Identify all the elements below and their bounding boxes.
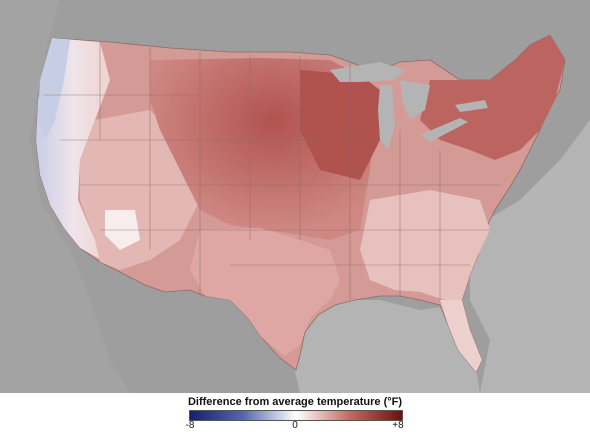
lake-superior	[330, 62, 405, 82]
state-borders	[44, 42, 500, 300]
washington-oregon-cool	[38, 38, 70, 140]
northeast-region	[420, 35, 565, 160]
gulf-of-mexico	[290, 300, 480, 393]
scale-max-label: +8	[392, 420, 404, 431]
legend-title: Difference from average temperature (°F)	[187, 396, 403, 408]
florida	[440, 300, 482, 372]
lake-erie	[420, 118, 468, 142]
texas-region	[190, 228, 340, 356]
temperature-anomaly-map	[0, 0, 590, 393]
legend: Difference from average temperature (°F)…	[0, 393, 590, 432]
atlantic-ocean	[470, 120, 590, 393]
lake-ontario	[455, 100, 488, 112]
map-svg	[0, 0, 590, 393]
color-scale-bar	[189, 410, 403, 421]
scale-mid-label: 0	[292, 420, 298, 431]
lake-huron	[400, 80, 430, 120]
pacific-ocean	[0, 0, 130, 393]
upper-midwest	[300, 70, 380, 180]
scale-min-label: -8	[185, 420, 195, 431]
lake-michigan	[378, 85, 395, 150]
southeast-region	[360, 190, 490, 300]
